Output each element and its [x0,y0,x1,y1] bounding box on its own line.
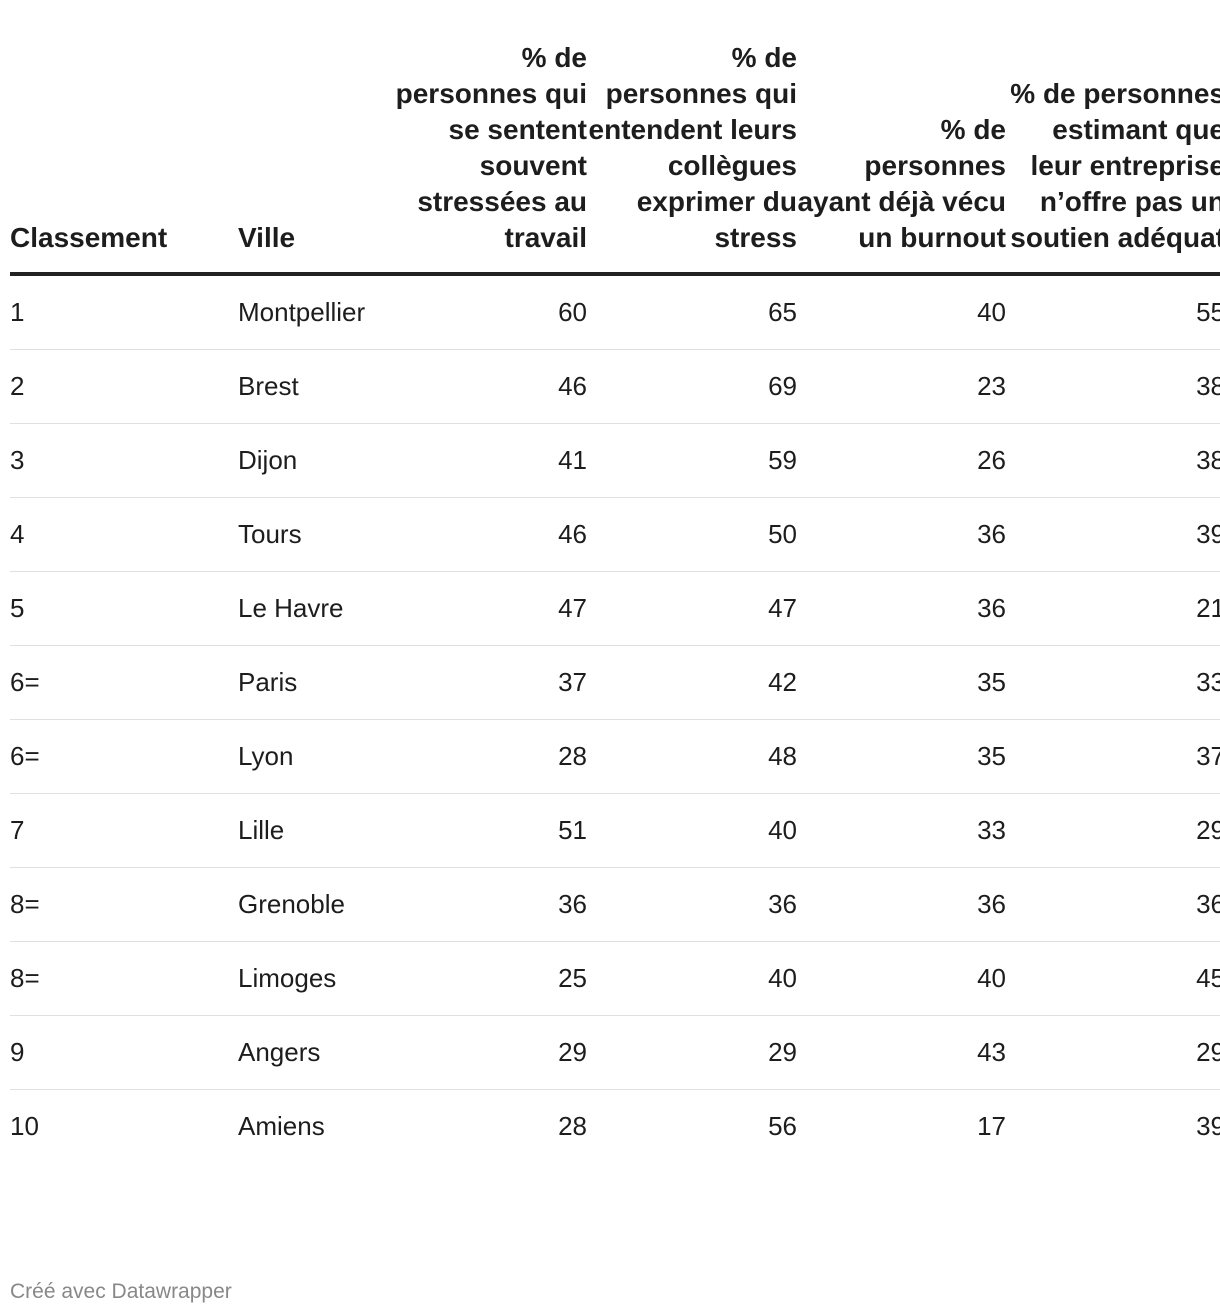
table-cell: 38 [1006,423,1220,498]
table-row: 5 Le Havre 47 47 36 21 [10,571,1220,646]
table-row: 10 Amiens 28 56 17 39 [10,1090,1220,1164]
table-cell: 35 [797,645,1006,720]
table-cell: 36 [387,867,587,942]
table-cell: 41 [387,423,587,498]
table-row: 3 Dijon 41 59 26 38 [10,423,1220,498]
table-cell: 39 [1196,1111,1220,1141]
table-cell: 42 [587,645,797,720]
table-cell: 6= [10,719,238,794]
table-cell: Amiens [238,1111,325,1141]
column-header: Classement [10,40,238,276]
table-cell: 33 [1006,645,1220,720]
column-header: Ville [238,40,387,276]
table-cell: 36 [797,867,1006,942]
table-cell: 40 [587,793,797,868]
table-cell: 26 [797,423,1006,498]
table-cell: 10 [10,1111,39,1141]
table-cell: 17 [977,1111,1006,1141]
table-row: 1 Montpellier 60 65 40 55 [10,274,1220,350]
table-cell: 43 [797,1015,1006,1090]
table: Classement Ville% de personnes qui se sen… [10,40,1220,1163]
table-cell: Le Havre [238,571,387,646]
table-cell: 37 [1006,719,1220,794]
table-cell: Paris [238,645,387,720]
table-cell: 48 [587,719,797,794]
column-header: % de personnes qui entendent leurs collè… [587,40,797,276]
table-cell: 47 [587,571,797,646]
table-cell: 3 [10,423,238,498]
table-cell: 4 [10,497,238,572]
table-cell: Montpellier [238,274,387,350]
table-cell: 40 [797,274,1006,350]
table-cell: 38 [1006,349,1220,424]
table-cell: 8= [10,867,238,942]
column-header: % de personnes estimant que leur entrepr… [1006,40,1220,276]
table-cell: Lyon [238,719,387,794]
footer: Créé avec Datawrapper [10,1280,232,1303]
header-row: Classement Ville% de personnes qui se sen… [10,40,1220,276]
table-row: 8= Grenoble 36 36 36 36 [10,867,1220,942]
table-cell: 36 [1006,867,1220,942]
table-row: 2 Brest 46 69 23 38 [10,349,1220,424]
column-header: % de personnes ayant déjà vécu un burnou… [797,40,1006,276]
column-header: % de personnes qui se sentent souvent st… [387,40,587,276]
table-cell: 46 [387,349,587,424]
table-cell: 36 [587,867,797,942]
table-cell: Limoges [238,941,387,1016]
table-cell: 65 [587,274,797,350]
table-row: 6= Paris 37 42 35 33 [10,645,1220,720]
table-row: 9 Angers 29 29 43 29 [10,1015,1220,1090]
table-row: 8= Limoges 25 40 40 45 [10,941,1220,1016]
table-cell: Tours [238,497,387,572]
table-cell: 37 [387,645,587,720]
table-cell: 56 [768,1111,797,1141]
table-cell: 47 [387,571,587,646]
table-wrap: Classement Ville% de personnes qui se sen… [10,40,1220,1163]
table-row: 7 Lille 51 40 33 29 [10,793,1220,868]
table-body: 1 Montpellier 60 65 40 55 2 Brest 46 69 23 38 3 Dijon… [10,274,1220,1163]
table-cell: 60 [387,274,587,350]
table-cell: 40 [797,941,1006,1016]
table-cell: 9 [10,1015,238,1090]
table-cell: 51 [387,793,587,868]
table-row: 4 Tours 46 50 36 39 [10,497,1220,572]
table-cell: 23 [797,349,1006,424]
table-cell: 1 [10,274,238,350]
table-cell: 7 [10,793,238,868]
table-cell: 36 [797,571,1006,646]
table-cell: 35 [797,719,1006,794]
table-cell: 39 [1006,497,1220,572]
table-cell: 69 [587,349,797,424]
table-cell: Dijon [238,423,387,498]
table-cell: 29 [1006,1015,1220,1090]
table-cell: 40 [587,941,797,1016]
table-cell: 6= [10,645,238,720]
table-cell: 46 [387,497,587,572]
table-cell: 28 [558,1111,587,1141]
table-cell: 25 [387,941,587,1016]
table-cell: 36 [797,497,1006,572]
table-row: 6= Lyon 28 48 35 37 [10,719,1220,794]
table-cell: Brest [238,349,387,424]
table-cell: Grenoble [238,867,387,942]
table-cell: 55 [1006,274,1220,350]
table-cell: 50 [587,497,797,572]
table-cell: 45 [1006,941,1220,1016]
table-cell: 8= [10,941,238,1016]
table-cell: 2 [10,349,238,424]
table-cell: Lille [238,793,387,868]
table-cell: 5 [10,571,238,646]
table-cell: 29 [1006,793,1220,868]
table-cell: 59 [587,423,797,498]
table-cell: 29 [587,1015,797,1090]
table-cell: 21 [1006,571,1220,646]
table-cell: 29 [387,1015,587,1090]
table-cell: 33 [797,793,1006,868]
table-cell: 28 [387,719,587,794]
table-cell: Angers [238,1015,387,1090]
